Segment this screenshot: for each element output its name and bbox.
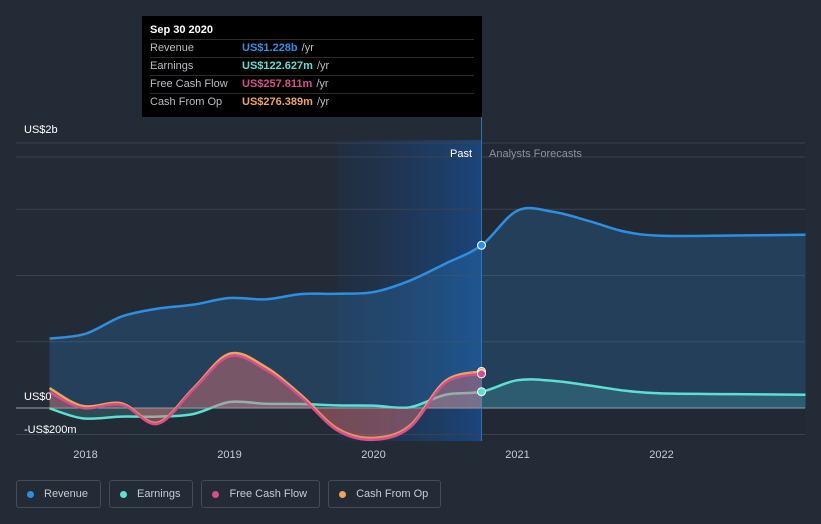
legend-label: Cash From Op [356,488,429,500]
x-tick-label: 2019 [217,449,241,461]
x-tick-label: 2018 [73,449,97,461]
legend-item-earnings[interactable]: Earnings [109,480,194,508]
y-tick-label: -US$200m [24,424,77,436]
legend: Revenue Earnings Free Cash Flow Cash Fro… [16,480,442,508]
past-highlight-band [337,140,482,441]
free-cash-flow-area [49,355,482,440]
tooltip-label: Free Cash Flow [150,78,228,90]
tooltip-value: US$1.228b [242,42,298,54]
tooltip-row-cash-from-op: Cash From Op US$276.389m /yr [150,93,474,111]
tooltip-label: Revenue [150,42,195,54]
legend-item-cash-from-op[interactable]: Cash From Op [328,480,442,508]
series-layer [48,206,806,442]
tooltip-unit: /yr [301,42,314,54]
cash-from-op-area [49,352,482,438]
y-tick-label: US$2b [24,124,58,136]
tooltip-value: US$122.627m [242,60,313,72]
free-cash-flow-line [48,354,482,442]
past-highlight [337,140,805,441]
revenue-marker [477,240,486,250]
revenue-dot-icon [27,490,34,498]
cash-from-op-line [48,351,482,440]
forecast-label: Analysts Forecasts [489,148,582,160]
earnings-line [49,378,806,420]
tooltip-value: US$276.389m [242,96,313,108]
tooltip-date: Sep 30 2020 [150,24,213,36]
tooltip-row-earnings: Earnings US$122.627m /yr [150,57,474,75]
x-tick-label: 2022 [649,449,673,461]
tooltip-row-free-cash-flow: Free Cash Flow US$257.811m /yr [150,75,474,93]
past-label: Past [450,148,472,160]
x-tick-label: 2021 [505,449,529,461]
tooltip-unit: /yr [316,78,329,90]
legend-label: Free Cash Flow [229,488,308,500]
revenue-area [49,208,806,408]
earnings-marker [477,387,486,397]
tooltip-row-revenue: Revenue US$1.228b /yr [150,39,474,57]
y-tick-label: US$0 [24,391,52,403]
x-axis: 2018 2019 2020 2021 2022 [73,449,673,461]
gridlines [16,117,805,441]
cash-from-op-dot-icon [339,490,347,498]
x-tick-label: 2020 [361,449,385,461]
tooltip-unit: /yr [316,96,330,108]
legend-item-revenue[interactable]: Revenue [16,480,102,508]
chart: US$2b US$0 -US$200m 2018 2019 2020 2021 2022 P… [16,117,806,461]
markers [477,240,486,397]
legend-label: Revenue [44,488,89,500]
earnings-area [49,379,806,419]
legend-item-free-cash-flow[interactable]: Free Cash Flow [201,480,321,508]
earnings-dot-icon [120,490,128,498]
free-cash-flow-dot-icon [212,490,220,498]
tooltip-label: Earnings [150,60,194,72]
tooltip: Sep 30 2020 Revenue US$1.228b /yr Earnin… [142,16,482,117]
forecast-region [481,140,805,441]
tooltip-value: US$257.811m [242,78,313,90]
tooltip-unit: /yr [316,60,330,72]
free-cash-flow-marker [477,369,486,379]
y-axis: US$2b US$0 -US$200m [24,124,77,436]
legend-label: Earnings [137,488,181,500]
tooltip-label: Cash From Op [150,96,223,108]
revenue-line [49,206,806,340]
